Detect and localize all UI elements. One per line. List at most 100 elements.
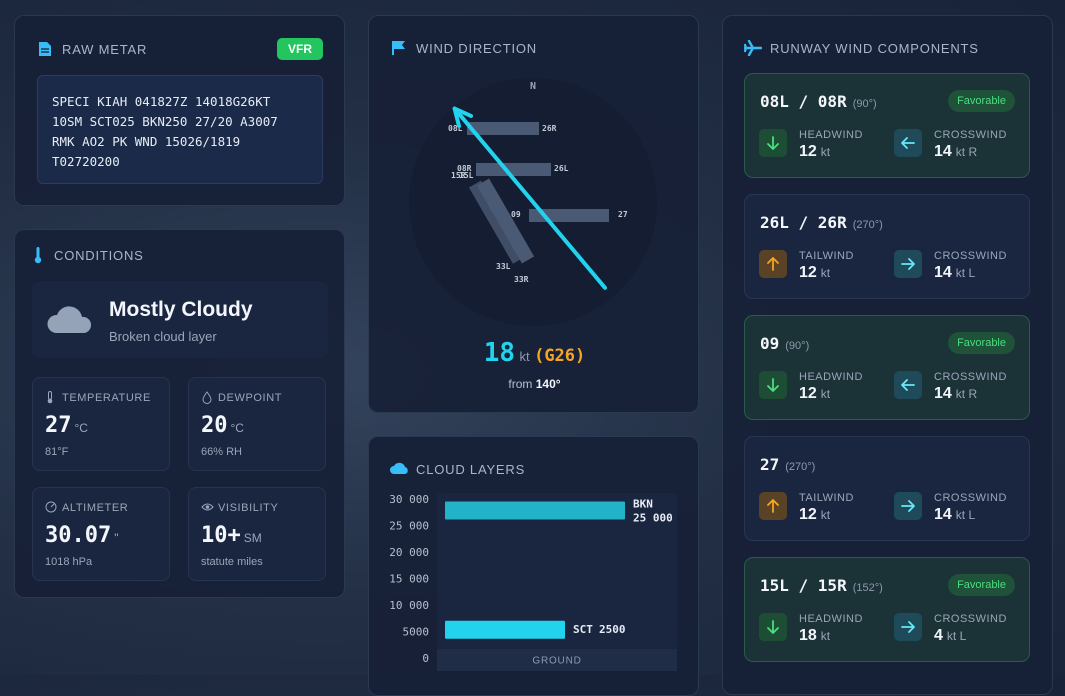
unit: SM — [243, 531, 262, 545]
value: 12 — [799, 143, 817, 160]
doc-icon — [39, 42, 51, 56]
value: 14 — [934, 506, 952, 523]
wind-component: TAILWIND 12 kt — [759, 250, 889, 286]
x-axis-label: GROUND — [532, 656, 581, 667]
component-label: HEADWIND — [799, 129, 863, 141]
gust-value: (G26) — [534, 346, 586, 366]
sky-box: Mostly Cloudy Broken cloud layer — [32, 281, 328, 358]
card-title: WIND DIRECTION — [416, 41, 537, 56]
value: 27 — [45, 413, 72, 438]
runway-header: 26L / 26R (270°) — [760, 213, 883, 232]
runway-item: 08L / 08R (90°) Favorable HEADWIND 12 kt CROSS… — [744, 73, 1030, 178]
runway-label: 27 — [618, 210, 628, 219]
unit: kt L — [955, 266, 976, 280]
cloud-icon — [47, 306, 92, 333]
runway-card: RUNWAY WIND COMPONENTS 08L / 08R (90°) Fav… — [722, 15, 1053, 695]
runway-heading: (90°) — [852, 98, 877, 110]
unit: kt L — [946, 629, 967, 643]
layer-altitude: 2500 — [599, 623, 626, 636]
arrow — [901, 137, 915, 149]
layer-altitude: 25 000 — [633, 512, 673, 525]
ground-band — [437, 649, 677, 671]
arrow — [767, 136, 779, 150]
component-icon — [759, 371, 787, 399]
arrow — [767, 620, 779, 634]
runway-heading: (90°) — [785, 340, 810, 352]
arrow — [901, 258, 915, 270]
component-value: 14 kt R — [934, 143, 977, 161]
y-tick-label: 15 000 — [389, 573, 429, 586]
wind-component: HEADWIND 12 kt — [759, 129, 889, 165]
tile-sub: statute miles — [201, 556, 263, 568]
wind-component: HEADWIND 18 kt — [759, 613, 889, 649]
metar-text: SPECI KIAH 041827Z 14018G26KT 10SM SCT02… — [52, 92, 278, 172]
cloud-layer-bar — [445, 620, 565, 639]
tile-label: DEWPOINT — [218, 392, 283, 404]
tile-sub: 66% RH — [201, 446, 242, 458]
value: 12 — [799, 506, 817, 523]
runway-label: 33R — [514, 275, 529, 284]
runway-strip — [468, 180, 526, 264]
value: 12 — [799, 385, 817, 402]
runway-label: 08L — [448, 124, 463, 133]
runway-item: 15L / 15R (152°) Favorable HEADWIND 18 kt CROS… — [744, 557, 1030, 662]
runway-label: 08R — [457, 164, 472, 173]
runway-header: 08L / 08R (90°) — [760, 92, 877, 111]
direction-label: 140° — [535, 377, 561, 391]
flag-icon — [392, 41, 405, 55]
runway-name: 08L / 08R — [760, 92, 847, 111]
unit: kt — [820, 266, 831, 280]
tile-icon — [201, 503, 214, 511]
arrow — [767, 378, 779, 392]
tile-label: TEMPERATURE — [62, 392, 151, 404]
compass: N 08L 26R 08R 26L 09 27 15L 33R 15R 33L — [409, 78, 657, 326]
value: 10+ — [201, 523, 241, 548]
unit: kt R — [955, 387, 978, 401]
wind-component: CROSSWIND 14 kt R — [894, 129, 1024, 165]
runway-heading: (270°) — [852, 219, 883, 231]
component-icon — [759, 613, 787, 641]
value: 18 — [799, 627, 817, 644]
card-title: RUNWAY WIND COMPONENTS — [770, 41, 979, 56]
tile-value: 20 °C — [201, 413, 244, 438]
favorable-badge: Favorable — [948, 90, 1015, 112]
metar-line: SPECI KIAH 041827Z 14018G26KT — [52, 94, 271, 109]
cloud-card: CLOUD LAYERS GROUND 30 000 25 000 20 000 15… — [368, 436, 699, 696]
component-label: HEADWIND — [799, 371, 863, 383]
wind-component: TAILWIND 12 kt — [759, 492, 889, 528]
value: 12 — [799, 264, 817, 281]
cloud-title-icon — [390, 462, 408, 474]
tile-label: VISIBILITY — [218, 502, 279, 514]
cloud-chart: GROUND 30 000 25 000 20 000 15 000 10 000 500… — [389, 493, 677, 671]
wind-component: CROSSWIND 14 kt R — [894, 371, 1024, 407]
component-icon — [759, 250, 787, 278]
speed-unit: kt — [519, 349, 530, 364]
component-icon — [894, 371, 922, 399]
component-label: TAILWIND — [799, 492, 854, 504]
tile-sub: 1018 hPa — [45, 556, 93, 568]
component-icon — [894, 492, 922, 520]
card-title: RAW METAR — [62, 42, 148, 57]
arrow — [901, 621, 915, 633]
runway-label: 33L — [496, 262, 511, 271]
component-label: CROSSWIND — [934, 129, 1007, 141]
favorable-badge: Favorable — [948, 574, 1015, 596]
metar-card: RAW METAR VFR SPECI KIAH 041827Z 14018G2… — [14, 15, 345, 206]
component-value: 14 kt L — [934, 264, 975, 282]
runway-label: 26R — [542, 124, 557, 133]
unit: " — [114, 531, 119, 545]
from-label: from — [508, 377, 533, 391]
unit: kt — [820, 508, 831, 522]
runway-item: 09 (90°) Favorable HEADWIND 12 kt CROSSWIND 14 k… — [744, 315, 1030, 420]
component-value: 4 kt L — [934, 627, 966, 645]
runway-label: 09 — [511, 210, 521, 219]
y-tick-label: 30 000 — [389, 493, 429, 506]
component-label: CROSSWIND — [934, 613, 1007, 625]
tile-icon — [202, 391, 212, 404]
runway-heading: (270°) — [785, 461, 816, 473]
runway-item: 27 (270°) TAILWIND 12 kt CROSSWIND 14 kt L — [744, 436, 1030, 541]
value: 14 — [934, 385, 952, 402]
component-value: 12 kt — [799, 506, 830, 524]
plane-icon — [744, 40, 762, 56]
value: 14 — [934, 264, 952, 281]
